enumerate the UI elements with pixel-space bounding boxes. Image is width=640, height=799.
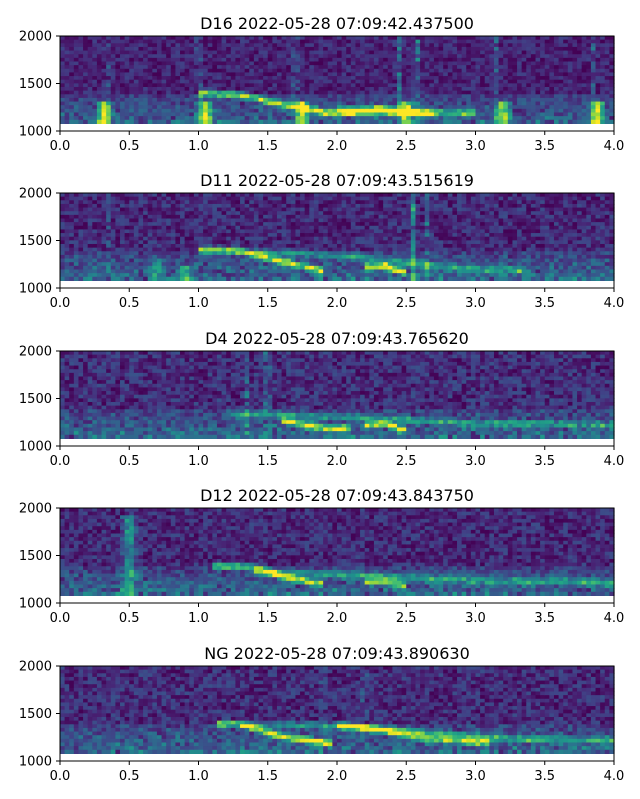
spectrogram-heatmap xyxy=(60,351,615,439)
y-tick-label: 2000 xyxy=(19,660,52,675)
x-tick-label: 2.5 xyxy=(396,611,417,626)
y-tick-label: 1500 xyxy=(19,77,52,92)
x-tick-label: 0.0 xyxy=(50,139,71,154)
y-tick-label: 2000 xyxy=(19,187,52,202)
y-tick-label: 2000 xyxy=(19,345,52,360)
x-tick-label: 2.5 xyxy=(396,139,417,154)
x-tick-label: 4.0 xyxy=(604,139,625,154)
y-tick-label: 1500 xyxy=(19,549,52,564)
x-tick-label: 1.0 xyxy=(188,139,209,154)
x-tick-label: 2.0 xyxy=(327,611,348,626)
y-tick-label: 1000 xyxy=(19,755,52,770)
x-tick-label: 4.0 xyxy=(604,769,625,784)
x-tick-label: 2.0 xyxy=(327,139,348,154)
chart-title: D12 2022-05-28 07:09:43.843750 xyxy=(200,486,474,505)
x-tick-label: 2.0 xyxy=(327,296,348,311)
x-tick-label: 4.0 xyxy=(604,454,625,469)
x-tick-label: 0.0 xyxy=(50,296,71,311)
x-tick-label: 3.5 xyxy=(534,769,555,784)
x-tick-label: 3.5 xyxy=(534,454,555,469)
x-tick-label: 3.5 xyxy=(534,139,555,154)
x-tick-label: 0.5 xyxy=(119,611,140,626)
x-tick-label: 1.0 xyxy=(188,296,209,311)
x-tick-label: 1.0 xyxy=(188,454,209,469)
x-tick-label: 1.5 xyxy=(257,296,278,311)
x-tick-label: 0.0 xyxy=(50,769,71,784)
y-tick-label: 1500 xyxy=(19,234,52,249)
x-tick-label: 4.0 xyxy=(604,611,625,626)
chart-title: D4 2022-05-28 07:09:43.765620 xyxy=(205,329,469,348)
x-tick-label: 0.5 xyxy=(119,139,140,154)
x-tick-label: 3.0 xyxy=(465,611,486,626)
y-tick-label: 2000 xyxy=(19,30,52,45)
x-tick-label: 4.0 xyxy=(604,296,625,311)
x-tick-label: 1.0 xyxy=(188,611,209,626)
x-tick-label: 3.5 xyxy=(534,296,555,311)
y-tick-label: 1000 xyxy=(19,597,52,612)
x-tick-label: 0.0 xyxy=(50,454,71,469)
spectrogram-panel: D16 2022-05-28 07:09:42.437500 0.0 0.5 1.0 1… xyxy=(19,14,624,154)
y-tick-label: 1500 xyxy=(19,707,52,722)
spectrogram-panel: D11 2022-05-28 07:09:43.515619 0.0 0.5 1.0 1… xyxy=(19,171,624,311)
x-tick-label: 2.5 xyxy=(396,769,417,784)
chart-title: D16 2022-05-28 07:09:42.437500 xyxy=(200,14,474,33)
x-tick-label: 0.5 xyxy=(119,454,140,469)
x-tick-label: 0.5 xyxy=(119,296,140,311)
chart-title: NG 2022-05-28 07:09:43.890630 xyxy=(204,644,470,663)
x-tick-label: 2.0 xyxy=(327,454,348,469)
spectrogram-heatmap xyxy=(60,36,615,124)
x-tick-label: 2.5 xyxy=(396,296,417,311)
x-tick-label: 0.5 xyxy=(119,769,140,784)
x-tick-label: 3.0 xyxy=(465,769,486,784)
spectrogram-heatmap xyxy=(60,666,615,754)
spectrogram-heatmap xyxy=(60,193,615,281)
x-tick-label: 1.5 xyxy=(257,454,278,469)
x-tick-label: 2.0 xyxy=(327,769,348,784)
x-tick-label: 1.5 xyxy=(257,769,278,784)
spectrogram-panel: D12 2022-05-28 07:09:43.843750 0.0 0.5 1.0 1… xyxy=(19,486,624,626)
chart-title: D11 2022-05-28 07:09:43.515619 xyxy=(200,171,474,190)
x-tick-label: 3.0 xyxy=(465,454,486,469)
x-tick-label: 1.5 xyxy=(257,139,278,154)
x-tick-label: 1.0 xyxy=(188,769,209,784)
x-tick-label: 2.5 xyxy=(396,454,417,469)
spectrogram-heatmap xyxy=(60,508,615,596)
x-tick-label: 3.0 xyxy=(465,296,486,311)
y-tick-label: 1000 xyxy=(19,125,52,140)
spectrogram-panel: NG 2022-05-28 07:09:43.890630 0.0 0.5 1.0 1.… xyxy=(19,644,624,784)
x-tick-label: 0.0 xyxy=(50,611,71,626)
y-tick-label: 1500 xyxy=(19,392,52,407)
y-tick-label: 1000 xyxy=(19,440,52,455)
x-tick-label: 3.0 xyxy=(465,139,486,154)
y-tick-label: 2000 xyxy=(19,502,52,517)
spectrogram-panel: D4 2022-05-28 07:09:43.765620 0.0 0.5 1.0 1.… xyxy=(19,329,624,469)
x-tick-label: 3.5 xyxy=(534,611,555,626)
x-tick-label: 1.5 xyxy=(257,611,278,626)
y-tick-label: 1000 xyxy=(19,282,52,297)
